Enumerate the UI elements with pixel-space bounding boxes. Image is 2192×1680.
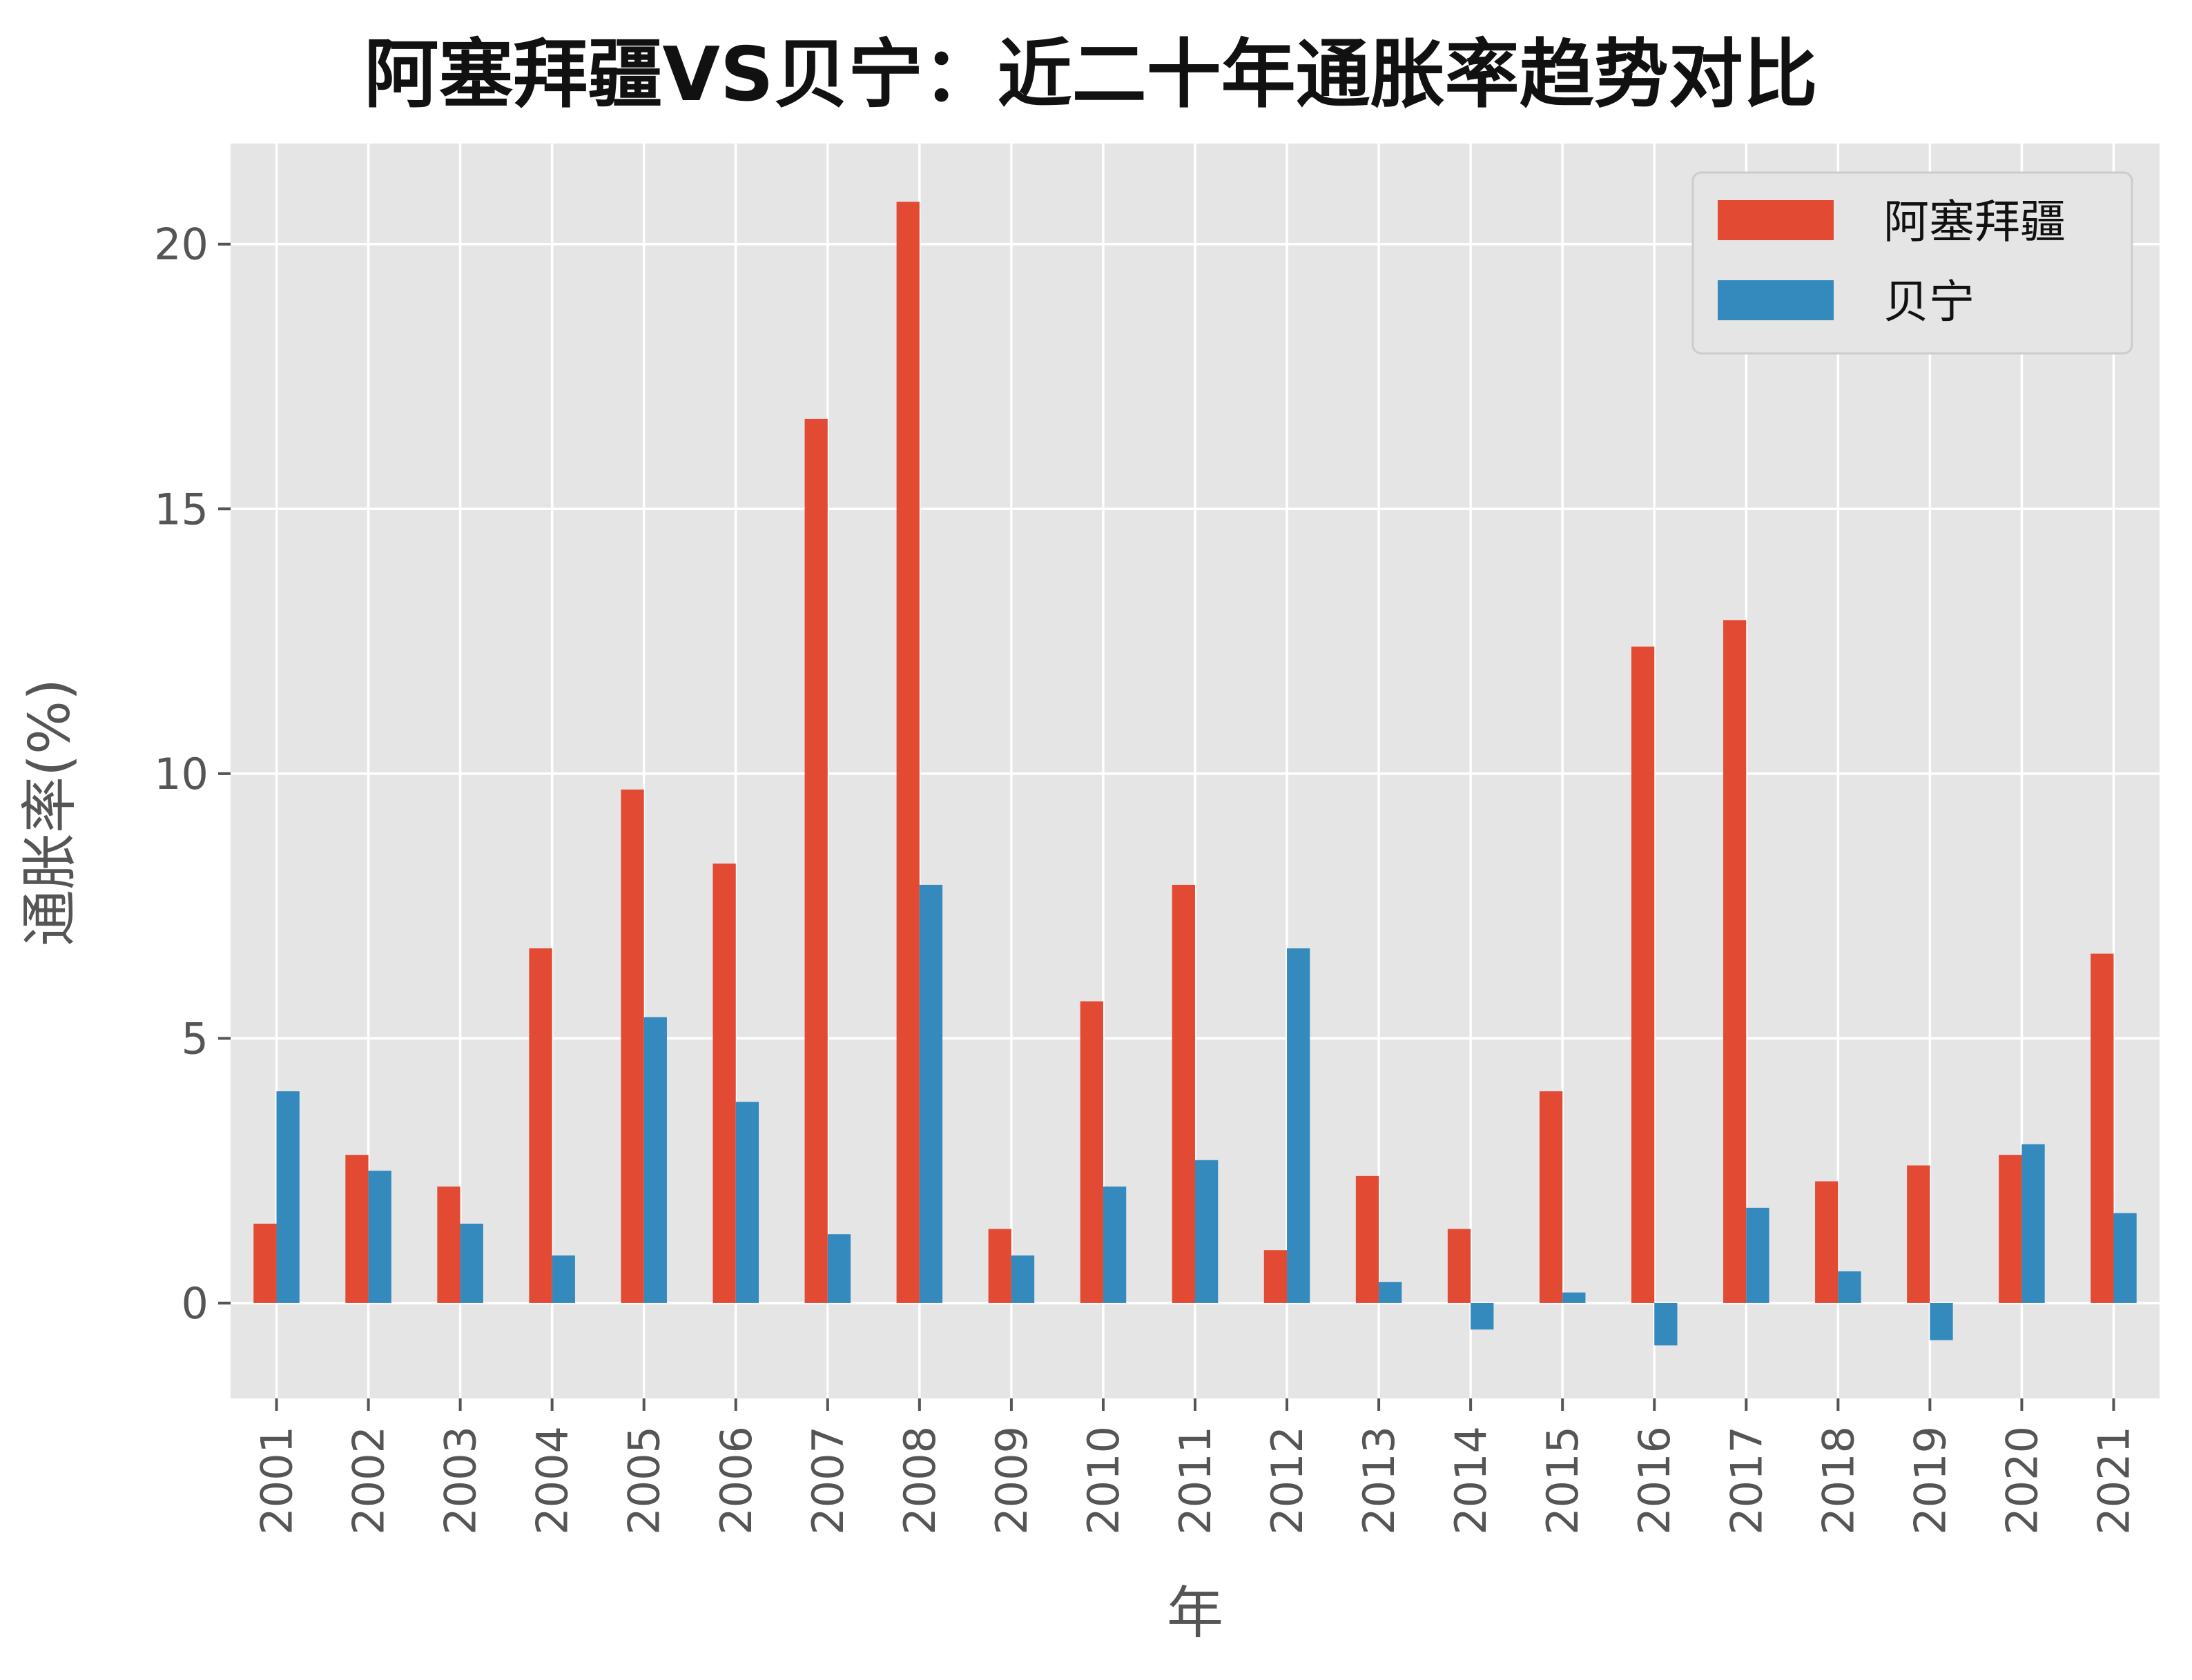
bar-2-2016 [1654,1302,1678,1346]
bar-2-2019 [1930,1302,1953,1340]
legend-swatch-1 [1718,200,1834,240]
bar-1-2005 [621,789,644,1303]
x-tick-label-2002: 2002 [344,1426,394,1535]
x-tick-label-2009: 2009 [987,1426,1037,1535]
x-tick-label-2003: 2003 [436,1426,486,1535]
bar-1-2020 [1999,1155,2022,1303]
bar-2-2011 [1195,1160,1219,1303]
bar-1-2002 [345,1155,369,1303]
bar-2-2013 [1379,1282,1402,1303]
y-tick-label-20: 20 [154,219,208,270]
bar-1-2001 [253,1223,277,1303]
bar-2-2006 [735,1102,759,1303]
bar-1-2007 [804,418,828,1303]
legend-swatch-2 [1718,280,1834,320]
bar-1-2009 [988,1229,1011,1303]
chart-title: 阿塞拜疆VS贝宁：近二十年通胀率趋势对比 [364,32,1817,118]
legend-label-1: 阿塞拜疆 [1883,195,2066,248]
bar-2-2010 [1103,1186,1127,1303]
axis-ticks: 0 5 10 15 20 2001 2002 2003 2004 2005 2006 2007 2008… [154,219,2139,1535]
x-axis-label: 年 [1167,1581,1223,1646]
bar-1-2021 [2091,953,2114,1303]
bars [253,202,2137,1346]
bar-1-2013 [1355,1175,1379,1303]
bar-1-2018 [1815,1181,1839,1303]
bar-1-2017 [1723,620,1747,1303]
x-tick-label-2008: 2008 [895,1426,945,1535]
x-tick-label-2006: 2006 [711,1426,762,1535]
x-tick-label-2013: 2013 [1354,1426,1404,1535]
y-tick-label-5: 5 [182,1013,208,1064]
x-tick-label-2011: 2011 [1170,1426,1221,1535]
x-tick-label-2018: 2018 [1813,1426,1863,1535]
bar-1-2006 [712,863,736,1303]
x-tick-label-2020: 2020 [1997,1426,2047,1535]
bar-1-2004 [529,948,552,1303]
x-tick-label-2019: 2019 [1905,1426,1955,1535]
bar-1-2008 [896,202,920,1303]
bar-2-2002 [368,1171,391,1303]
bar-1-2012 [1263,1250,1288,1303]
bar-1-2019 [1907,1165,1930,1303]
bar-2-2020 [2021,1144,2045,1303]
x-tick-label-2001: 2001 [252,1426,302,1535]
bar-2-2003 [460,1223,483,1303]
x-tick-label-2010: 2010 [1078,1426,1129,1535]
bar-2-2007 [827,1234,851,1303]
y-tick-label-0: 0 [182,1278,208,1329]
bar-1-2014 [1447,1229,1471,1303]
bar-2-2012 [1287,948,1310,1303]
x-tick-label-2005: 2005 [619,1426,670,1535]
y-axis-label: 通胀率(%) [17,678,83,946]
bar-2-2021 [2113,1213,2137,1303]
y-tick-label-15: 15 [154,484,208,534]
bar-2-2017 [1746,1207,1769,1303]
bar-2-2005 [643,1017,667,1303]
x-tick-label-2014: 2014 [1446,1426,1496,1535]
x-tick-label-2012: 2012 [1262,1426,1312,1535]
bar-1-2010 [1080,1001,1103,1303]
bar-2-2015 [1562,1292,1586,1303]
x-tick-label-2017: 2017 [1721,1426,1772,1535]
bar-1-2011 [1172,884,1195,1303]
x-tick-label-2021: 2021 [2088,1426,2139,1535]
bar-2-2008 [919,884,943,1303]
y-tick-label-10: 10 [154,749,208,799]
bar-2-2014 [1471,1302,1494,1330]
bar-2-2018 [1838,1271,1861,1303]
x-tick-label-2004: 2004 [527,1426,578,1535]
x-tick-label-2007: 2007 [803,1426,853,1535]
bar-2-2004 [552,1255,575,1303]
bar-1-2016 [1631,646,1655,1303]
x-tick-label-2015: 2015 [1538,1426,1588,1535]
bar-1-2015 [1539,1091,1563,1303]
bar-2-2009 [1011,1255,1035,1303]
bar-2-2001 [276,1091,300,1303]
legend-label-2: 贝宁 [1883,275,1975,329]
bar-1-2003 [437,1186,460,1303]
x-tick-label-2016: 2016 [1629,1426,1680,1535]
